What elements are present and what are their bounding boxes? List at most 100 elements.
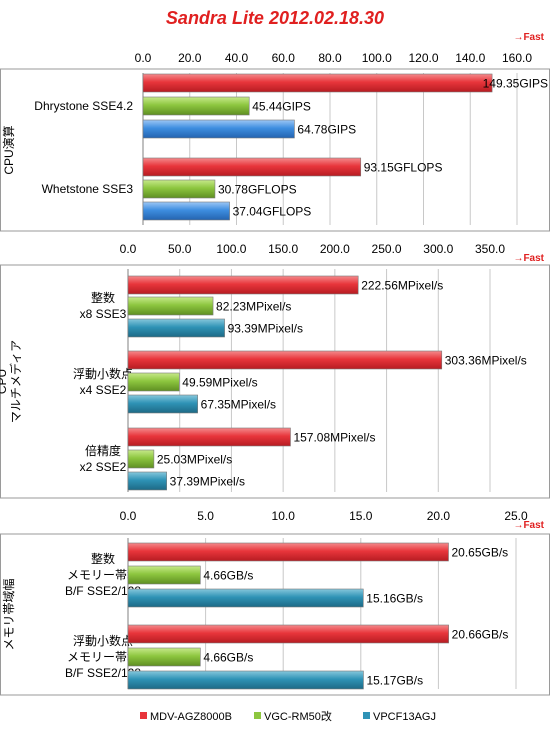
x-tick-label: 250.0 (372, 242, 402, 256)
x-tick-label: 10.0 (272, 509, 296, 523)
legend-swatch-0 (140, 712, 147, 719)
group-label: メモリ帯域幅 (1, 578, 16, 650)
fast-label: →Fast (513, 520, 544, 531)
group-label: CPUマルチメディア (0, 340, 23, 423)
data-label: 49.59MPixel/s (182, 376, 257, 390)
bar-MDV-AGZ8000B (127, 427, 291, 447)
bar-MDV-AGZ8000B (127, 542, 449, 562)
x-tick-label: 160.0 (502, 51, 532, 65)
category-label: 整数 x8 SSE3 (80, 290, 127, 321)
bar-VPCF13AGJ (127, 394, 198, 414)
data-label: 20.65GB/s (451, 546, 508, 560)
category-label-line: メモリー帯域 (67, 650, 139, 664)
category-label-line: 整数 (91, 290, 115, 305)
x-tick-label: 200.0 (320, 242, 350, 256)
x-tick-label: 80.0 (318, 51, 342, 65)
data-label: 222.56MPixel/s (361, 279, 443, 293)
chart-title: Sandra Lite 2012.02.18.30 (166, 8, 384, 28)
category-label-line: 倍精度 (85, 443, 121, 458)
fast-label: →Fast (513, 253, 544, 264)
data-label: 157.08MPixel/s (293, 431, 375, 445)
data-label: 15.16GB/s (366, 592, 423, 606)
data-label: 4.66GB/s (203, 651, 253, 665)
legend-swatch-2 (363, 712, 370, 719)
bar-MDV-AGZ8000B (127, 350, 443, 370)
data-label: 93.15GFLOPS (364, 161, 443, 175)
legend-swatch-1 (254, 712, 261, 719)
category-label-line: Dhrystone SSE4.2 (34, 99, 133, 113)
bar-VPCF13AGJ (142, 201, 230, 221)
legend-item: VGC-RM50改 (264, 709, 332, 723)
data-label: 30.78GFLOPS (218, 183, 297, 197)
category-label-line: x4 SSE2 (80, 383, 127, 397)
category-label-line: x2 SSE2 (80, 460, 127, 474)
x-tick-label: 120.0 (408, 51, 438, 65)
data-label: 25.03MPixel/s (157, 453, 232, 467)
x-tick-label: 20.0 (427, 509, 451, 523)
data-label: 303.36MPixel/s (445, 354, 527, 368)
group-label-line: メモリ帯域幅 (1, 578, 16, 650)
group-label: CPU演算 (1, 125, 16, 174)
x-tick-label: 140.0 (455, 51, 485, 65)
bar-MDV-AGZ8000B (127, 275, 359, 295)
category-label-line: 整数 (91, 551, 115, 566)
x-tick-label: 150.0 (268, 242, 298, 256)
data-label: 20.66GB/s (452, 628, 509, 642)
x-tick-label: 50.0 (168, 242, 192, 256)
bar-VGC-RM50改 (127, 647, 201, 667)
x-tick-label: 5.0 (197, 509, 214, 523)
bar-VPCF13AGJ (127, 318, 225, 338)
legend-item: VPCF13AGJ (373, 711, 436, 723)
bar-VPCF13AGJ (127, 588, 364, 608)
data-label: 37.04GFLOPS (233, 205, 312, 219)
category-label: Dhrystone SSE4.2 (34, 99, 133, 113)
data-label: 64.78GIPS (297, 123, 356, 137)
bar-VPCF13AGJ (127, 670, 364, 690)
bar-VGC-RM50改 (127, 449, 155, 469)
category-label: 倍精度 x2 SSE2 (80, 443, 127, 474)
bar-VGC-RM50改 (142, 96, 250, 116)
x-tick-label: 25.0 (504, 509, 528, 523)
category-label-line: B/F SSE2/128 (65, 584, 141, 598)
fast-label: →Fast (513, 32, 544, 43)
data-label: 149.35GIPS (483, 77, 548, 91)
bar-VGC-RM50改 (127, 296, 214, 316)
data-label: 93.39MPixel/s (228, 322, 303, 336)
x-tick-label: 300.0 (423, 242, 453, 256)
x-tick-label: 100.0 (362, 51, 392, 65)
x-tick-label: 100.0 (216, 242, 246, 256)
bar-VGC-RM50改 (142, 179, 216, 199)
category-label: Whetstone SSE3 (42, 182, 134, 196)
category-label-line: Whetstone SSE3 (42, 182, 134, 196)
category-label-line: メモリー帯域 (67, 568, 139, 582)
x-tick-label: 350.0 (475, 242, 505, 256)
bar-VPCF13AGJ (142, 119, 295, 139)
category-label-line: 浮動小数点 (73, 633, 133, 648)
data-label: 67.35MPixel/s (201, 398, 276, 412)
category-label: 浮動小数点 x4 SSE2 (73, 366, 133, 397)
group-label-line: マルチメディア (8, 340, 23, 423)
bar-VPCF13AGJ (127, 471, 167, 491)
x-tick-label: 0.0 (120, 509, 137, 523)
x-tick-label: 40.0 (225, 51, 249, 65)
data-label: 15.17GB/s (366, 674, 423, 688)
bar-VGC-RM50改 (127, 372, 180, 392)
category-label-line: B/F SSE2/128 (65, 666, 141, 680)
data-label: 4.66GB/s (203, 569, 253, 583)
bar-MDV-AGZ8000B (127, 624, 449, 644)
bar-MDV-AGZ8000B (142, 157, 362, 177)
x-tick-label: 0.0 (120, 242, 137, 256)
data-label: 45.44GIPS (252, 100, 311, 114)
legend-item: MDV-AGZ8000B (150, 711, 232, 723)
category-label: 浮動小数点メモリー帯域 B/F SSE2/128 (65, 633, 141, 680)
bar-MDV-AGZ8000B (142, 73, 493, 93)
category-label: 整数メモリー帯域 B/F SSE2/128 (65, 551, 141, 598)
category-label-line: 浮動小数点 (73, 366, 133, 381)
bar-VGC-RM50改 (127, 565, 201, 585)
x-tick-label: 0.0 (135, 51, 152, 65)
group-label-line: CPU演算 (1, 125, 16, 174)
data-label: 37.39MPixel/s (170, 475, 245, 489)
category-label-line: x8 SSE3 (80, 307, 127, 321)
